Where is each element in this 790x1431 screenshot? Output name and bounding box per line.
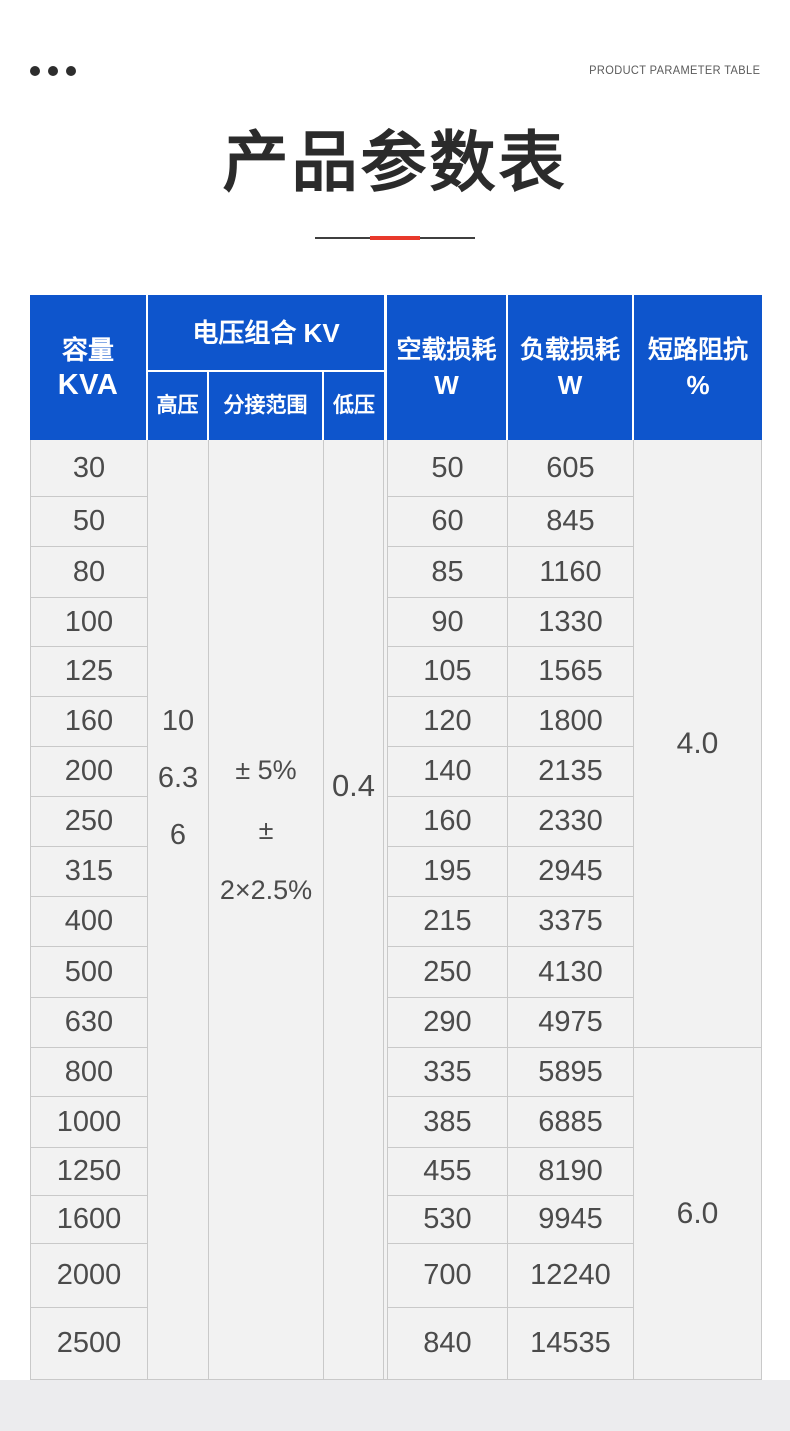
cell-load-loss: 2945 — [508, 847, 634, 897]
cell-capacity: 1250 — [31, 1148, 148, 1196]
cell-load-loss: 14535 — [508, 1308, 634, 1379]
table-header: 容量 KVA 电压组合 KV 高压 分接范围 低压 空载损耗 W 负载损耗 — [30, 295, 762, 440]
cell-capacity: 500 — [31, 947, 148, 998]
cell-load-loss: 3375 — [508, 897, 634, 947]
cell-load-loss: 1565 — [508, 647, 634, 697]
cell-no-load-loss: 105 — [387, 647, 508, 697]
cell-no-load-loss: 335 — [387, 1048, 508, 1097]
header-impedance: 短路阻抗 % — [634, 295, 762, 440]
cell-no-load-loss: 455 — [387, 1148, 508, 1196]
cell-capacity: 1000 — [31, 1097, 148, 1148]
cell-capacity: 2500 — [31, 1308, 148, 1379]
cell-load-loss: 9945 — [508, 1196, 634, 1244]
cell-load-loss: 4975 — [508, 998, 634, 1048]
page-title: 产品参数表 — [222, 125, 568, 199]
header-voltage-group: 电压组合 KV — [148, 295, 384, 372]
cell-capacity: 80 — [31, 547, 148, 598]
cell-load-loss: 8190 — [508, 1148, 634, 1196]
cell-no-load-loss: 290 — [387, 998, 508, 1048]
cell-load-loss: 4130 — [508, 947, 634, 998]
top-bar: PRODUCT PARAMETER TABLE — [30, 62, 760, 80]
divider-red-accent — [370, 236, 420, 240]
merged-cell-tap-range: ± 5% ± 2×2.5% — [209, 440, 324, 1379]
cell-load-loss: 605 — [508, 440, 634, 497]
header-tap-range: 分接范围 — [209, 372, 324, 440]
dot-icon — [66, 66, 76, 76]
cell-no-load-loss: 215 — [387, 897, 508, 947]
cell-no-load-loss: 160 — [387, 797, 508, 847]
cell-load-loss: 12240 — [508, 1244, 634, 1308]
cell-capacity: 125 — [31, 647, 148, 697]
cell-load-loss: 6885 — [508, 1097, 634, 1148]
cell-no-load-loss: 195 — [387, 847, 508, 897]
cell-load-loss: 1330 — [508, 598, 634, 647]
cell-capacity: 1600 — [31, 1196, 148, 1244]
cell-load-loss: 5895 — [508, 1048, 634, 1097]
cell-no-load-loss: 120 — [387, 697, 508, 747]
cell-capacity: 250 — [31, 797, 148, 847]
cell-no-load-loss: 60 — [387, 497, 508, 547]
bottom-strip — [0, 1380, 790, 1431]
cell-no-load-loss: 50 — [387, 440, 508, 497]
cell-load-loss: 2330 — [508, 797, 634, 847]
table-body: 10 6.3 6 ± 5% ± 2×2.5% 0.4 30 50 605 50 60 84… — [30, 440, 762, 1380]
merged-cell-impedance: 4.0 — [634, 440, 761, 1048]
header-capacity: 容量 KVA — [30, 295, 148, 440]
cell-capacity: 315 — [31, 847, 148, 897]
cell-capacity: 630 — [31, 998, 148, 1048]
cell-load-loss: 2135 — [508, 747, 634, 797]
merged-cell-impedance: 6.0 — [676, 1196, 719, 1230]
header-no-load-loss: 空载损耗 W — [387, 295, 508, 440]
header-load-loss: 负载损耗 W — [508, 295, 634, 440]
cell-load-loss: 845 — [508, 497, 634, 547]
cell-no-load-loss: 85 — [387, 547, 508, 598]
cell-load-loss: 1800 — [508, 697, 634, 747]
title-divider — [315, 236, 475, 241]
cell-no-load-loss: 250 — [387, 947, 508, 998]
cell-capacity: 100 — [31, 598, 148, 647]
header-gap — [384, 295, 387, 440]
three-dots-icon — [30, 66, 76, 76]
cell-no-load-loss: 385 — [387, 1097, 508, 1148]
header-low-voltage: 低压 — [324, 372, 384, 440]
dot-icon — [48, 66, 58, 76]
cell-capacity: 30 — [31, 440, 148, 497]
cell-capacity: 200 — [31, 747, 148, 797]
corner-label: PRODUCT PARAMETER TABLE — [588, 65, 760, 77]
cell-capacity: 400 — [31, 897, 148, 947]
cell-capacity: 800 — [31, 1048, 148, 1097]
cell-no-load-loss: 840 — [387, 1308, 508, 1379]
dot-icon — [30, 66, 40, 76]
cell-capacity: 2000 — [31, 1244, 148, 1308]
merged-cell-high-voltage: 10 6.3 6 — [148, 440, 209, 1379]
cell-no-load-loss: 530 — [387, 1196, 508, 1244]
cell-no-load-loss: 90 — [387, 598, 508, 647]
cell-load-loss: 1160 — [508, 547, 634, 598]
cell-no-load-loss: 140 — [387, 747, 508, 797]
merged-cell-low-voltage: 0.4 — [324, 440, 384, 1379]
cell-no-load-loss: 700 — [387, 1244, 508, 1308]
cell-capacity: 160 — [31, 697, 148, 747]
cell-capacity: 50 — [31, 497, 148, 547]
parameter-table: 容量 KVA 电压组合 KV 高压 分接范围 低压 空载损耗 W 负载损耗 — [30, 295, 762, 1380]
header-high-voltage: 高压 — [148, 372, 209, 440]
